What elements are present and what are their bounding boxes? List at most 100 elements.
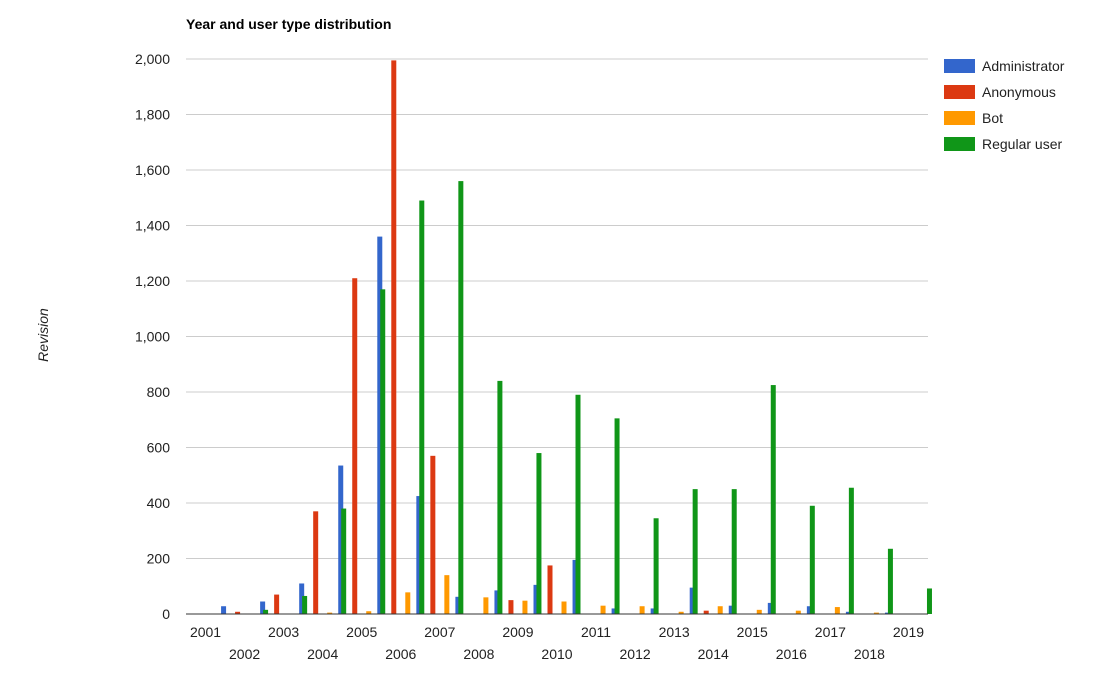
y-tick-label: 2,000	[135, 51, 170, 67]
bars	[221, 60, 932, 614]
bar-administrator	[767, 602, 773, 614]
x-tick-label: 2006	[385, 646, 416, 662]
legend-label: Bot	[982, 110, 1003, 126]
x-tick-label: 2013	[659, 624, 690, 640]
bar-bot	[444, 575, 450, 614]
x-tick-label: 2011	[581, 624, 611, 640]
y-tick-label: 1,600	[135, 162, 170, 178]
bar-regular-user	[536, 453, 542, 614]
y-tick-label: 1,400	[135, 218, 170, 234]
bar-administrator	[260, 601, 266, 614]
bar-bot	[756, 609, 762, 614]
bar-bot	[405, 592, 411, 614]
bar-anonymous	[235, 611, 241, 614]
bar-regular-user	[302, 595, 308, 614]
x-tick-label: 2018	[854, 646, 885, 662]
bar-regular-user	[731, 489, 737, 614]
bar-regular-user	[848, 487, 854, 614]
legend-swatch	[944, 137, 975, 151]
bar-bot	[795, 610, 801, 614]
bar-bot	[600, 605, 606, 614]
bar-administrator	[845, 611, 851, 614]
legend: Administrator Anonymous Bot Regular user	[944, 58, 1065, 152]
x-tick-label: 2016	[776, 646, 807, 662]
bar-administrator	[611, 608, 617, 614]
y-tick-label: 800	[147, 384, 171, 400]
bar-administrator	[533, 584, 539, 614]
bar-regular-user	[263, 609, 269, 614]
bar-anonymous	[508, 600, 514, 614]
x-tick-label: 2009	[502, 624, 533, 640]
bar-regular-user	[497, 380, 503, 614]
bar-regular-user	[575, 394, 581, 614]
bar-administrator	[494, 590, 500, 614]
bar-anonymous	[274, 594, 280, 614]
bar-regular-user	[809, 505, 815, 614]
bar-administrator	[377, 236, 383, 614]
x-tick-label: 2010	[541, 646, 572, 662]
legend-label: Regular user	[982, 136, 1062, 152]
y-tick-label: 1,000	[135, 329, 170, 345]
x-tick-label: 2005	[346, 624, 377, 640]
legend-swatch	[944, 59, 975, 73]
y-tick-label: 600	[147, 440, 171, 456]
x-tick-label: 2019	[893, 624, 924, 640]
y-axis-title: Revision	[35, 308, 51, 362]
bar-administrator	[572, 559, 578, 614]
bar-administrator	[728, 605, 734, 614]
bar-bot	[678, 611, 684, 614]
bar-bot	[717, 606, 723, 614]
x-tick-label: 2003	[268, 624, 299, 640]
bar-anonymous	[352, 278, 358, 614]
bar-administrator	[416, 496, 422, 614]
x-tick-label: 2004	[307, 646, 338, 662]
bar-regular-user	[614, 418, 620, 614]
bar-administrator	[689, 587, 695, 614]
y-tick-label: 0	[162, 606, 170, 622]
y-tick-label: 1,200	[135, 273, 170, 289]
bar-anonymous	[430, 455, 436, 614]
bar-regular-user	[887, 548, 893, 614]
bar-bot	[366, 611, 372, 614]
x-tick-label: 2001	[190, 624, 221, 640]
gridlines	[186, 58, 928, 559]
bar-regular-user	[692, 489, 698, 614]
bar-anonymous	[313, 511, 319, 614]
bar-anonymous	[547, 565, 553, 614]
bar-anonymous	[391, 60, 397, 614]
legend-label: Anonymous	[982, 84, 1056, 100]
bar-bot	[327, 612, 333, 614]
bar-regular-user	[770, 385, 776, 614]
bar-administrator	[221, 606, 227, 614]
bar-regular-user	[458, 181, 464, 614]
x-tick-label: 2008	[463, 646, 494, 662]
bar-administrator	[650, 608, 656, 614]
legend-label: Administrator	[982, 58, 1065, 74]
bar-regular-user	[419, 200, 425, 614]
x-tick-label: 2017	[815, 624, 846, 640]
y-tick-label: 1,800	[135, 107, 170, 123]
bar-administrator	[806, 606, 812, 614]
bar-bot	[639, 606, 645, 614]
legend-swatch	[944, 111, 975, 125]
bar-regular-user	[653, 518, 659, 614]
bar-administrator	[299, 583, 305, 614]
y-tick-label: 200	[147, 551, 171, 567]
bar-administrator	[455, 596, 461, 614]
bar-bot	[561, 601, 567, 614]
bar-bot	[873, 612, 879, 614]
bar-regular-user	[380, 289, 386, 614]
bar-bot	[483, 597, 489, 614]
x-tick-label: 2012	[620, 646, 651, 662]
bar-administrator	[884, 612, 890, 614]
axes: 0 200 400 600 800 1,000 1,200 1,400 1,600 1,800 2,…	[135, 51, 928, 662]
bar-bot	[522, 600, 528, 614]
y-tick-label: 400	[147, 495, 171, 511]
bar-regular-user	[926, 588, 932, 614]
bar-administrator	[338, 465, 344, 614]
legend-swatch	[944, 85, 975, 99]
x-tick-label: 2014	[698, 646, 729, 662]
